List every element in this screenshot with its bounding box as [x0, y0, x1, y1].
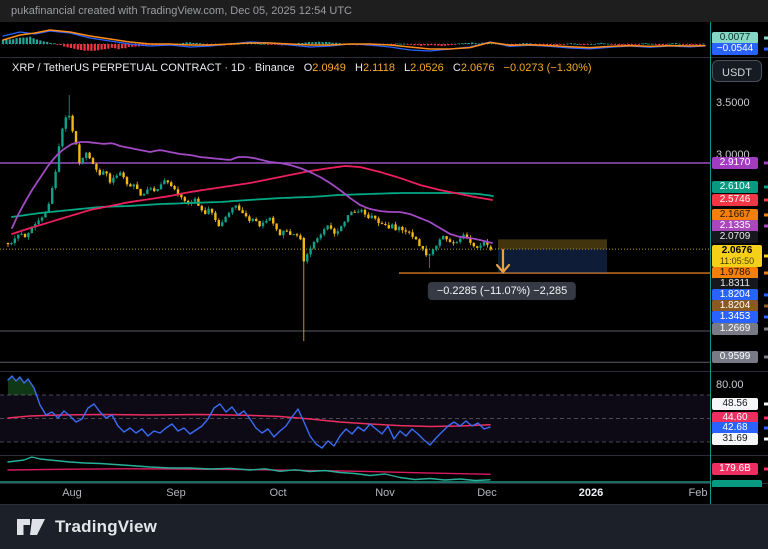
high-value: 2.1118	[363, 62, 395, 74]
high-label: H	[355, 62, 363, 74]
position-size-label: −0.2285 (−11.07%) −2,285	[428, 282, 576, 300]
time-axis-label: Sep	[166, 487, 186, 499]
symbol-title: XRP / TetherUS PERPETUAL CONTRACT · 1D ·…	[12, 62, 295, 74]
open-value: 2.0949	[312, 62, 346, 74]
partial-axis-badge	[712, 480, 762, 487]
close-label: C	[453, 62, 461, 74]
position-stop-zone[interactable]	[498, 239, 607, 249]
short-position-tool[interactable]	[497, 239, 607, 273]
price-axis-badge: 31.69	[712, 433, 758, 445]
position-profit-zone[interactable]	[498, 249, 607, 273]
price-axis-badge: 1.2669	[712, 323, 758, 335]
time-axis-label: Dec	[477, 487, 497, 499]
price-axis-badge: 2.5746	[712, 194, 758, 206]
low-value: 2.0526	[410, 62, 444, 74]
price-axis-badge: 179.6B	[712, 463, 758, 475]
footer-bar: TradingView	[0, 504, 768, 549]
price-axis-badge: 2.6104	[712, 181, 758, 193]
credit-text: pukafinancial created with TradingView.c…	[0, 0, 768, 22]
price-axis-badge: 2.0709	[712, 231, 758, 243]
change-value: −0.0273 (−1.30%)	[504, 62, 592, 74]
tradingview-screenshot: pukafinancial created with TradingView.c…	[0, 0, 768, 549]
time-axis-label: Feb	[689, 487, 708, 499]
bar-countdown: 11:05:50	[712, 256, 762, 267]
symbol-info-line[interactable]: XRP / TetherUS PERPETUAL CONTRACT · 1D ·…	[12, 62, 592, 74]
price-axis-badge: 1.3453	[712, 311, 758, 323]
price-axis-badge: 0.9599	[712, 351, 758, 363]
current-price-badge: 2.067611:05:50	[712, 245, 762, 267]
price-axis-badge: 2.9170	[712, 157, 758, 169]
tradingview-wordmark[interactable]: TradingView	[55, 517, 157, 537]
time-axis-label: Aug	[62, 487, 82, 499]
price-axis-badge: 48.56	[712, 398, 758, 410]
title-bar: pukafinancial created with TradingView.c…	[0, 0, 768, 22]
price-axis-tick: 3.5000	[716, 97, 750, 109]
current-price-value: 2.0676	[712, 245, 762, 256]
open-label: O	[304, 62, 313, 74]
currency-toggle-button[interactable]: USDT	[712, 60, 762, 82]
chart-canvas[interactable]	[0, 0, 768, 549]
ma-slow-teal-line	[12, 193, 493, 217]
tradingview-logo-icon[interactable]	[16, 517, 46, 537]
time-axis-label: Nov	[375, 487, 395, 499]
price-axis-badge: −0.0544	[712, 43, 758, 55]
price-axis-tick: 80.00	[716, 379, 744, 391]
close-value: 2.0676	[461, 62, 495, 74]
time-axis-label: 2026	[579, 487, 603, 499]
time-axis-label: Oct	[269, 487, 286, 499]
